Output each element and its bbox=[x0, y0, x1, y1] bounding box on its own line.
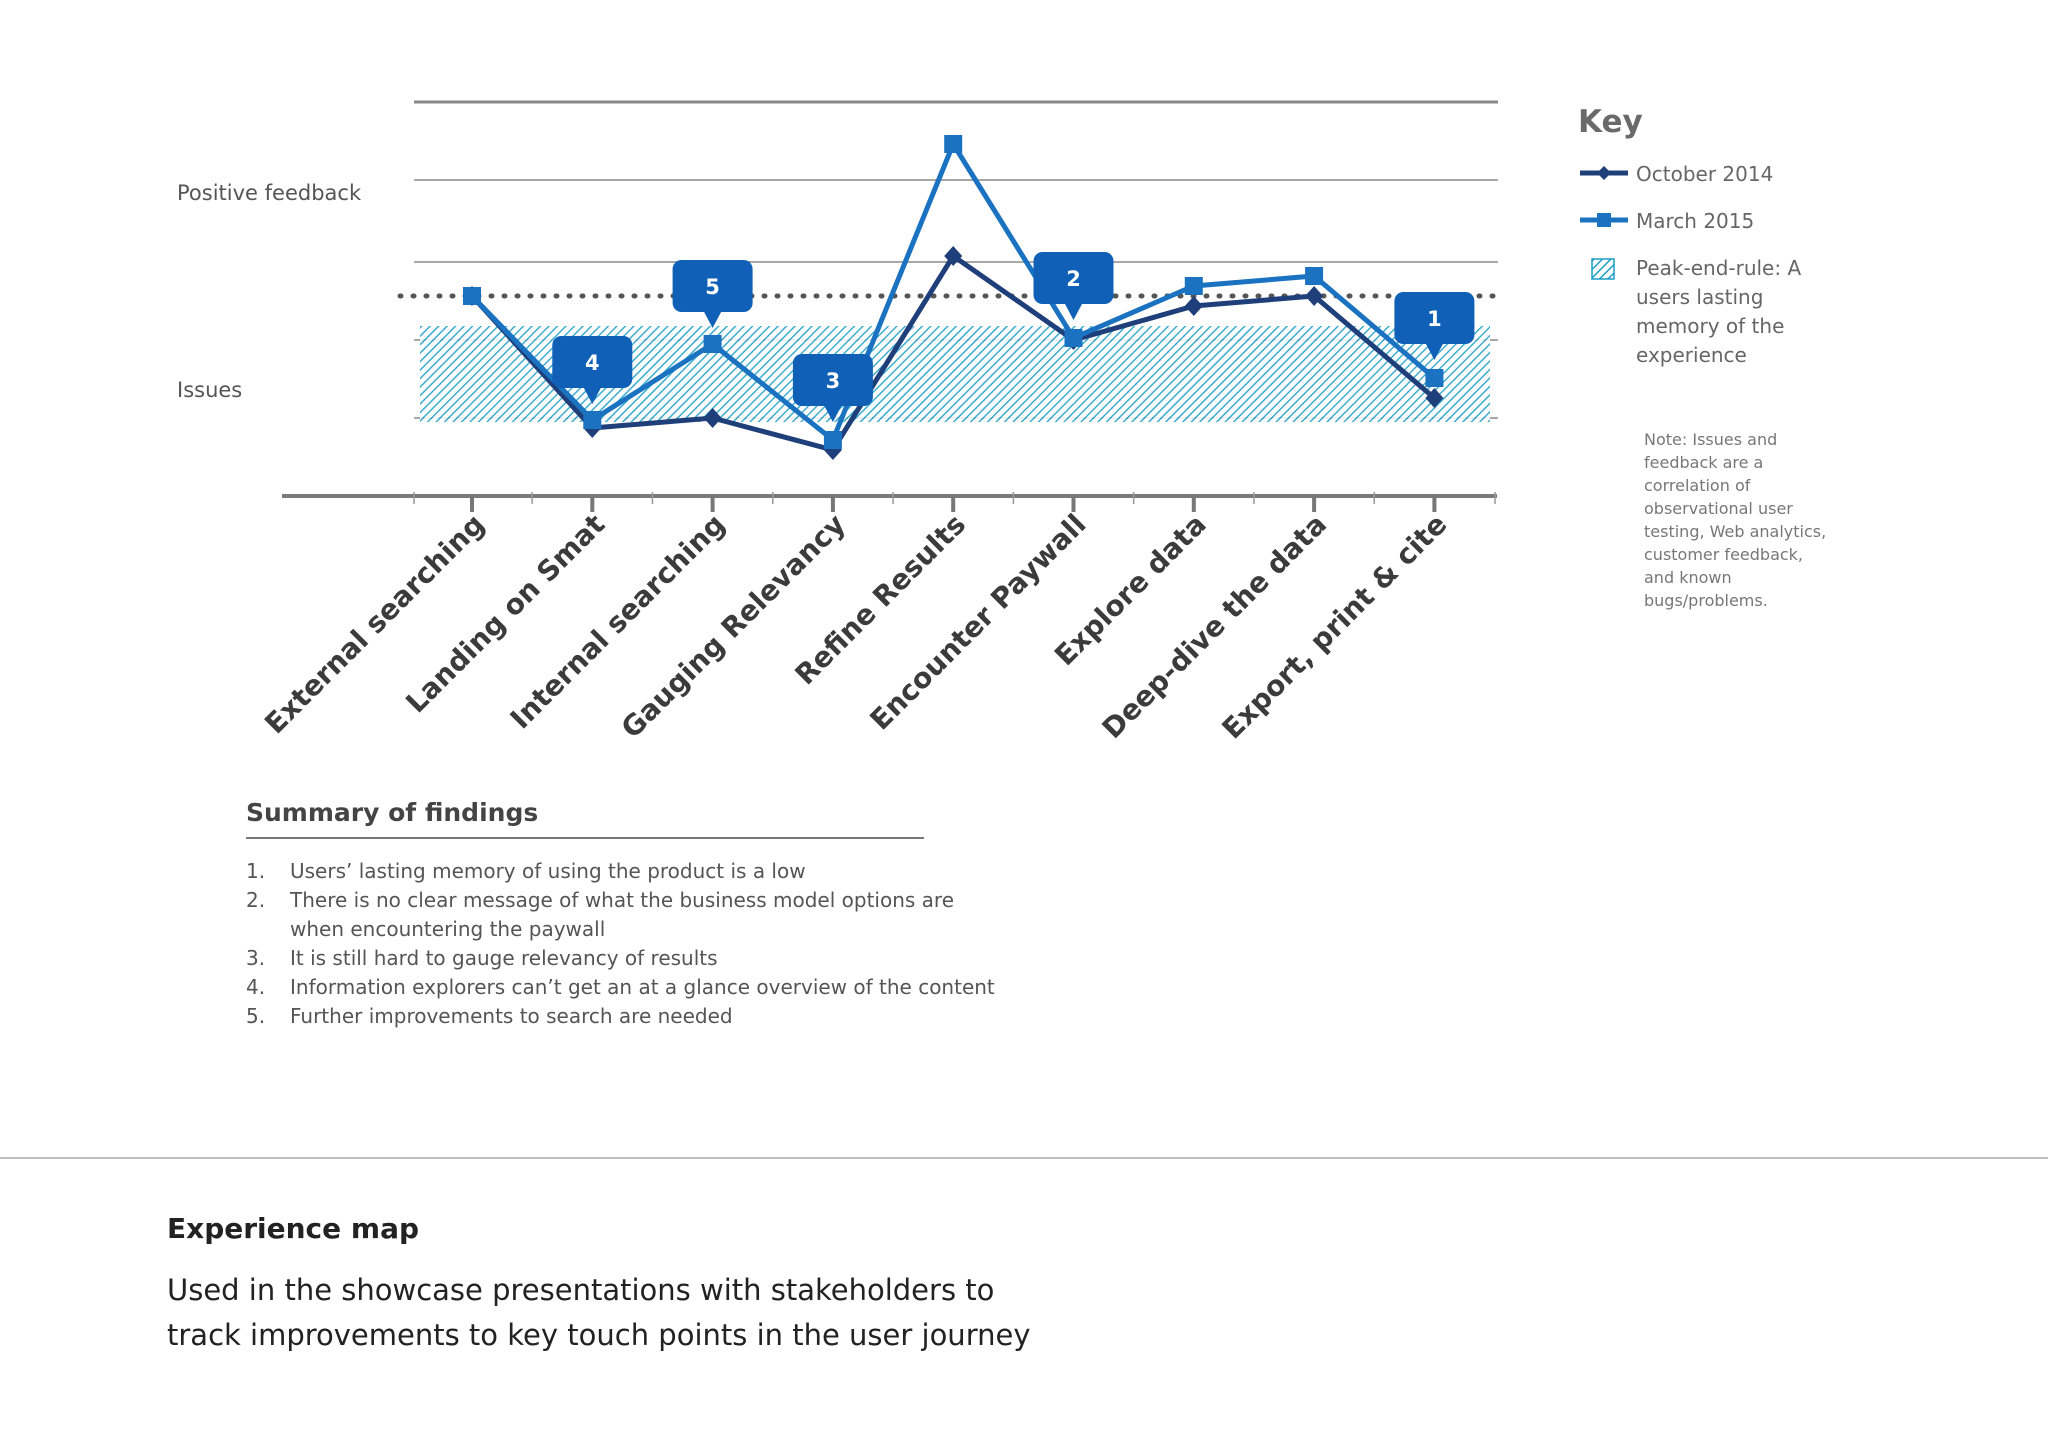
callout-label: 5 bbox=[705, 275, 720, 299]
callout-label: 2 bbox=[1066, 267, 1081, 291]
series-point-square bbox=[463, 287, 481, 305]
hatch-swatch-icon bbox=[1591, 258, 1615, 280]
chart-legend: Key October 2014 March 2015 Peak-end-rul… bbox=[1578, 104, 1938, 388]
callout-1: 1 bbox=[1394, 292, 1475, 360]
list-item: 3. It is still hard to gauge relevancy of… bbox=[246, 946, 718, 970]
category-label: Deep-dive the data bbox=[1096, 508, 1333, 745]
series-point-square bbox=[1305, 267, 1324, 285]
list-item: 5. Further improvements to search are nee… bbox=[246, 1004, 733, 1028]
category-label: External searching bbox=[258, 508, 491, 741]
callout-5: 5 bbox=[672, 260, 753, 328]
series-point-square bbox=[583, 411, 602, 429]
series-point-diamond bbox=[1184, 296, 1203, 316]
callout-label: 3 bbox=[826, 369, 841, 393]
diamond-line-icon bbox=[1580, 166, 1628, 180]
caption-text: Used in the showcase presentations with … bbox=[167, 1273, 1031, 1352]
callout-tail bbox=[583, 387, 602, 404]
legend-label-march-2015: March 2015 bbox=[1636, 209, 1755, 233]
callout-tail bbox=[703, 311, 722, 328]
callout-tail bbox=[823, 405, 842, 422]
y-label-positive: Positive feedback bbox=[177, 181, 362, 205]
series-point-square bbox=[1064, 329, 1083, 347]
list-item: 4. Information explorers can’t get an at … bbox=[246, 975, 995, 999]
callout-bubble bbox=[792, 354, 873, 406]
findings-list: 1. Users’ lasting memory of using the pro… bbox=[246, 857, 1006, 1031]
series-point-square bbox=[823, 431, 842, 449]
series-point-diamond bbox=[944, 246, 963, 266]
caption-title: Experience map bbox=[167, 1212, 419, 1245]
list-item: 2. There is no clear message of what the … bbox=[246, 888, 955, 941]
legend-item-october-2014: October 2014 bbox=[1578, 160, 1938, 189]
category-label: Gauging Relevancy bbox=[615, 508, 852, 745]
series-point-square bbox=[703, 335, 722, 353]
series-point-diamond bbox=[703, 408, 722, 428]
series-point-square bbox=[944, 135, 963, 153]
legend-item-march-2015: March 2015 bbox=[1578, 207, 1938, 236]
section-divider bbox=[0, 1157, 2048, 1159]
series-point-square bbox=[1184, 277, 1203, 295]
summary-of-findings: Summary of findings 1. Users’ lasting mem… bbox=[246, 798, 1006, 1031]
square-line-icon bbox=[1580, 213, 1628, 227]
list-item: 1. Users’ lasting memory of using the pro… bbox=[246, 859, 806, 883]
series-point-square bbox=[1425, 369, 1444, 387]
callout-4: 4 bbox=[552, 336, 633, 404]
callout-bubble bbox=[552, 336, 633, 388]
callout-3: 3 bbox=[792, 354, 873, 422]
category-label: Export, print & cite bbox=[1216, 508, 1454, 746]
category-label: Encounter Paywall bbox=[864, 508, 1093, 737]
legend-item-peak-end-rule: Peak-end-rule: A users lasting memory of… bbox=[1578, 254, 1938, 370]
callout-2: 2 bbox=[1033, 252, 1114, 320]
chart-note: Note: Issues and feedback are a correlat… bbox=[1644, 430, 1827, 610]
legend-label-peak-end-rule: Peak-end-rule: A users lasting memory of… bbox=[1636, 256, 1802, 367]
legend-label-october-2014: October 2014 bbox=[1636, 162, 1774, 186]
callout-bubble bbox=[672, 260, 753, 312]
callout-bubble bbox=[1394, 292, 1475, 344]
series-point-diamond bbox=[1425, 388, 1444, 408]
series-point-diamond bbox=[1305, 286, 1324, 306]
callout-tail bbox=[1425, 343, 1444, 360]
category-label: Internal searching bbox=[504, 508, 732, 736]
summary-title: Summary of findings bbox=[246, 798, 924, 839]
callout-bubble bbox=[1033, 252, 1114, 304]
category-label: Landing on Smat bbox=[399, 508, 611, 720]
legend-title: Key bbox=[1578, 104, 1643, 140]
callout-tail bbox=[1064, 303, 1083, 320]
callout-label: 1 bbox=[1427, 307, 1442, 331]
callout-label: 4 bbox=[585, 351, 600, 375]
y-label-issues: Issues bbox=[177, 378, 243, 402]
